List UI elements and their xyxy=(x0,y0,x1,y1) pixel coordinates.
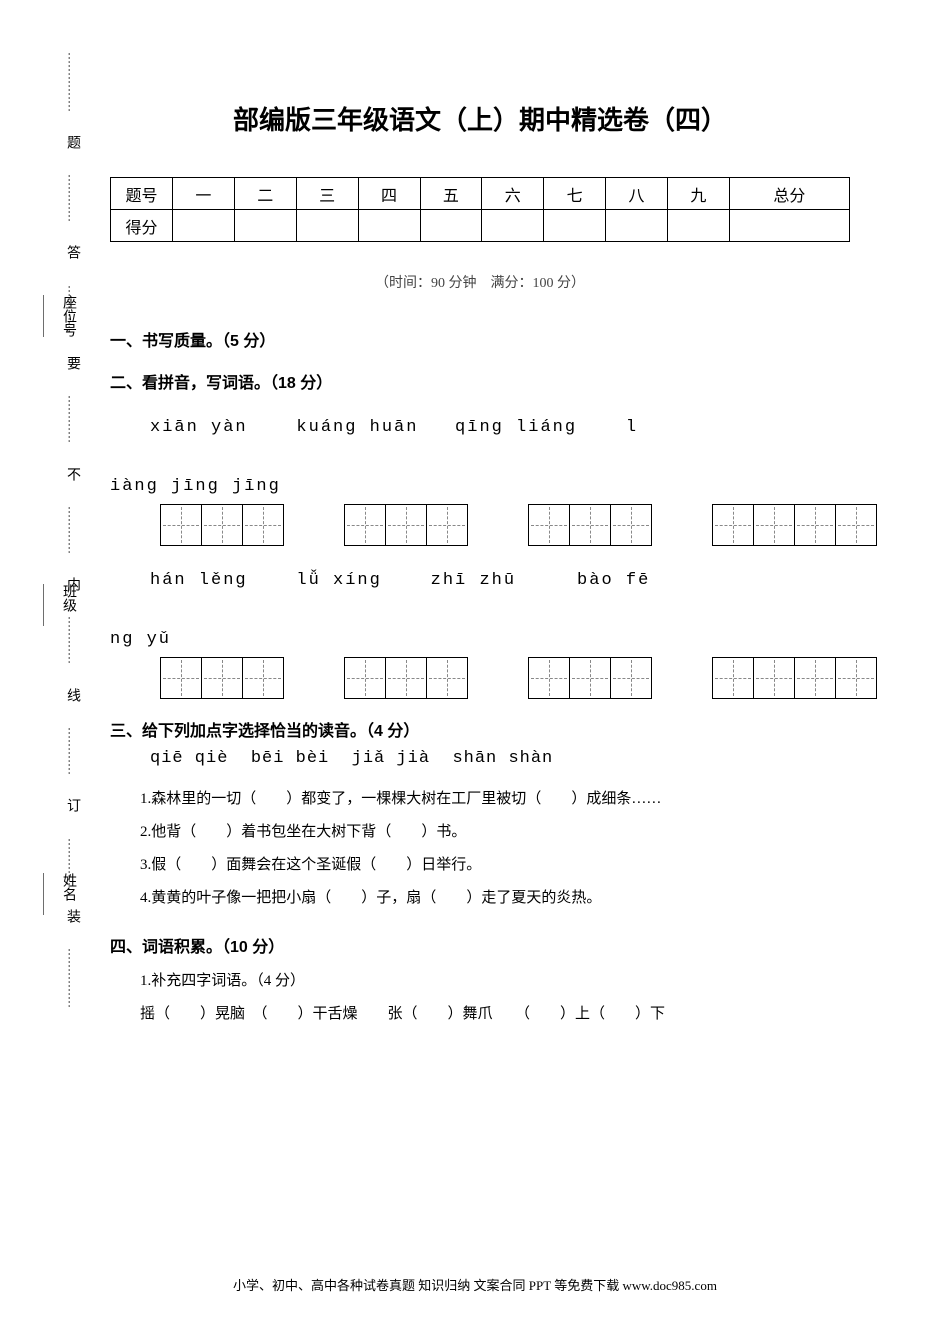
pinyin-text: xiān yàn kuáng huān qīng liáng l xyxy=(150,418,850,437)
char-box-group xyxy=(712,657,877,699)
section-4-heading: 四、词语积累。（10 分） xyxy=(110,933,850,957)
table-row-scores: 得分 xyxy=(111,210,850,242)
pinyin-text: hán lěng lǚ xíng zhī zhū bào fē xyxy=(150,571,850,590)
char-box-group xyxy=(528,504,652,546)
question-item: 3.假（ ）面舞会在这个圣诞假（ ）日举行。 xyxy=(140,849,850,882)
page-footer: 小学、初中、高中各种试卷真题 知识归纳 文案合同 PPT 等免费下载 www.d… xyxy=(0,1275,950,1294)
row-label: 题号 xyxy=(111,178,173,210)
time-info: （时间：90 分钟 满分：100 分） xyxy=(110,272,850,292)
pinyin-text-cont: iàng jīng jīng xyxy=(110,477,850,496)
question-item: 4.黄黄的叶子像一把把小扇（ ）子，扇（ ）走了夏天的炎热。 xyxy=(140,882,850,915)
char-box-group xyxy=(344,657,468,699)
char-box-group xyxy=(712,504,877,546)
char-box-group xyxy=(160,504,284,546)
binding-dotted-line: …………… 题 ………… 答 ………… 要 ………… 不 ………… 内 …………… xyxy=(62,40,82,1020)
section-1-heading: 一、书写质量。（5 分） xyxy=(110,327,850,351)
section-3-heading: 三、给下列加点字选择恰当的读音。（4 分） xyxy=(110,717,850,741)
char-boxes-row xyxy=(160,657,850,699)
row-label: 得分 xyxy=(111,210,173,242)
exam-title: 部编版三年级语文（上）期中精选卷（四） xyxy=(110,100,850,137)
section-4-sub: 1.补充四字词语。（4 分） xyxy=(140,965,850,998)
question-item: 1.森林里的一切（ ）都变了，一棵棵大树在工厂里被切（ ）成细条…… xyxy=(140,783,850,816)
char-boxes-row xyxy=(160,504,850,546)
char-box-group xyxy=(160,657,284,699)
exam-content: 部编版三年级语文（上）期中精选卷（四） 题号 一 二 三 四 五 六 七 八 九… xyxy=(110,100,850,1031)
pinyin-text-cont: ng yǔ xyxy=(110,630,850,649)
pinyin-row-2: hán lěng lǚ xíng zhī zhū bào fē ng yǔ xyxy=(150,571,850,699)
pinyin-row-1: xiān yàn kuáng huān qīng liáng l iàng jī… xyxy=(150,418,850,546)
char-box-group xyxy=(344,504,468,546)
score-table: 题号 一 二 三 四 五 六 七 八 九 总分 得分 xyxy=(110,177,850,242)
char-box-group xyxy=(528,657,652,699)
table-row-headers: 题号 一 二 三 四 五 六 七 八 九 总分 xyxy=(111,178,850,210)
question-item: 2.他背（ ）着书包坐在大树下背（ ）书。 xyxy=(140,816,850,849)
pinyin-choices: qiē qiè bēi bèi jiǎ jià shān shàn xyxy=(150,749,850,768)
section-4-line: 摇（ ）晃脑 （ ）干舌燥 张（ ）舞爪 （ ）上（ ）下 xyxy=(140,998,850,1031)
section-2-heading: 二、看拼音，写词语。（18 分） xyxy=(110,369,850,393)
